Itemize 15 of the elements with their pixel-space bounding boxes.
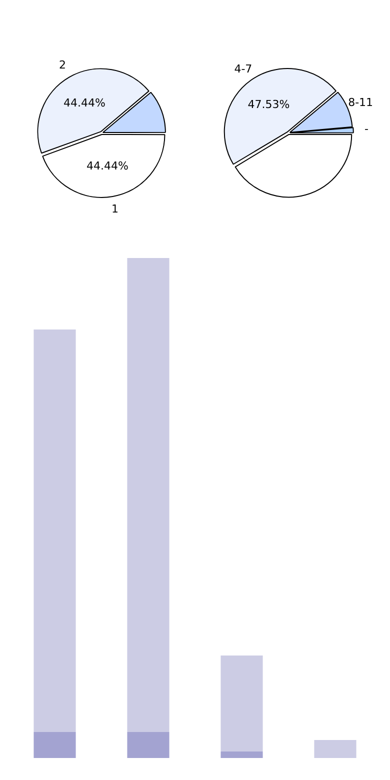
bar (127, 732, 170, 758)
bar (34, 732, 76, 758)
bar (34, 330, 76, 732)
slice-label: 4-7 (234, 62, 252, 76)
bar (314, 740, 356, 758)
data-label: 44.44% (86, 159, 128, 172)
slice-label: 8-11 (348, 96, 374, 110)
slice-label: 2 (58, 58, 66, 72)
bar (127, 258, 170, 732)
data-label: 47.53% (248, 98, 290, 112)
bar (220, 752, 263, 758)
bar (220, 656, 263, 752)
slice-label: 1 (112, 202, 119, 216)
data-label: 44.44% (63, 96, 106, 110)
slice-label: - (364, 122, 368, 136)
